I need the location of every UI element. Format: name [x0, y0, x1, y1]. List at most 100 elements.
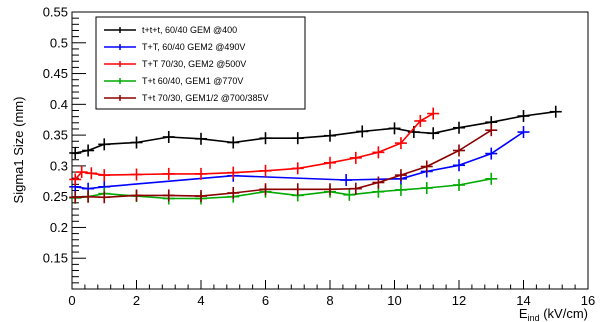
- legend-label-series-1: t+t+t, 60/40 GEM @400: [142, 25, 237, 35]
- data-point: [98, 191, 111, 204]
- x-tick-label: 10: [387, 293, 401, 308]
- data-point: [291, 132, 304, 145]
- legend-entry: t+t+t, 60/40 GEM @400: [104, 25, 237, 35]
- data-point: [453, 178, 465, 191]
- legend: t+t+t, 60/40 GEM @400 T+T, 60/40 GEM2 @4…: [95, 16, 306, 110]
- data-point: [162, 130, 175, 143]
- data-point: [485, 147, 498, 160]
- legend-entry: T+T, 60/40 GEM2 @490V: [104, 42, 245, 52]
- data-point: [291, 162, 304, 175]
- data-point: [162, 167, 175, 180]
- x-tick-label: 4: [197, 293, 204, 308]
- series-line: [74, 112, 434, 180]
- x-tick-label: 12: [452, 293, 466, 308]
- data-point: [356, 125, 369, 138]
- data-point: [195, 190, 207, 203]
- legend-label-series-5: T+t 70/30, GEM1/2 @700/385V: [142, 93, 268, 103]
- y-tick-label: 0.35: [43, 128, 68, 143]
- data-point: [394, 169, 407, 182]
- data-point: [485, 172, 498, 185]
- data-point: [85, 167, 98, 180]
- x-tick-label: 0: [68, 293, 75, 308]
- y-tick-label: 0.5: [50, 35, 68, 50]
- data-point: [420, 160, 433, 173]
- x-tick-label: 16: [581, 293, 595, 308]
- y-tick-label: 0.2: [50, 220, 68, 235]
- series-layer: [69, 105, 562, 205]
- data-point: [75, 166, 88, 179]
- data-point: [453, 159, 465, 172]
- legend-label-series-3: T+T 70/30, GEM2 @500V: [142, 59, 246, 69]
- data-point: [227, 186, 240, 199]
- legend-label-series-4: T+t 60/40, GEM1 @770V: [142, 76, 243, 86]
- y-tick-label: 0.3: [50, 158, 68, 173]
- series-5: [69, 124, 498, 204]
- data-point: [69, 173, 82, 186]
- data-point: [227, 136, 240, 149]
- data-point: [162, 189, 175, 202]
- data-point: [98, 138, 111, 151]
- data-point: [227, 166, 240, 179]
- data-point: [427, 107, 440, 120]
- series-3: [69, 107, 440, 186]
- data-point: [195, 167, 207, 180]
- legend-entry: T+t 60/40, GEM1 @770V: [104, 76, 243, 86]
- data-point: [82, 144, 95, 157]
- data-point: [130, 189, 143, 202]
- data-point: [549, 105, 562, 118]
- x-axis: 0 2 4 6 8 10 12 14 16: [68, 280, 595, 308]
- data-point: [69, 146, 82, 159]
- data-point: [259, 132, 272, 145]
- y-tick-label: 0.45: [43, 66, 68, 81]
- series-line: [75, 178, 492, 200]
- data-point: [291, 183, 304, 196]
- series-line: [75, 131, 524, 190]
- data-point: [343, 188, 356, 201]
- data-point: [427, 127, 440, 140]
- x-tick-label: 14: [516, 293, 530, 308]
- data-point: [82, 190, 95, 203]
- legend-entry: T+t 70/30, GEM1/2 @700/385V: [104, 93, 268, 103]
- data-point: [372, 176, 385, 189]
- x-axis-title-unit: (kV/cm): [540, 306, 588, 321]
- y-tick-label: 0.55: [43, 5, 68, 20]
- y-axis-title: Sigma1 Size (mm): [11, 97, 26, 204]
- series-1: [69, 105, 562, 159]
- legend-entry: T+T 70/30, GEM2 @500V: [104, 59, 246, 69]
- data-point: [420, 182, 433, 195]
- data-point: [372, 146, 385, 159]
- data-point: [517, 126, 530, 139]
- data-point: [195, 132, 207, 145]
- series-line: [75, 110, 556, 154]
- data-point: [453, 144, 465, 157]
- data-point: [394, 137, 407, 150]
- data-point: [130, 168, 143, 181]
- data-point: [324, 183, 336, 196]
- x-axis-title-subscript: ind: [528, 313, 540, 322]
- data-point: [259, 164, 272, 177]
- data-point: [394, 183, 407, 196]
- data-point: [340, 174, 353, 187]
- x-tick-label: 2: [133, 293, 140, 308]
- legend-label-series-2: T+T, 60/40 GEM2 @490V: [142, 42, 245, 52]
- x-axis-title: Eind (kV/cm): [519, 306, 588, 322]
- data-point: [130, 136, 143, 149]
- legend-box: [95, 16, 306, 110]
- y-tick-label: 0.4: [50, 97, 68, 112]
- y-tick-label: 0.15: [43, 251, 68, 266]
- data-point: [485, 124, 498, 137]
- x-tick-label: 8: [326, 293, 333, 308]
- series-line: [75, 129, 492, 199]
- data-point: [98, 169, 111, 182]
- data-point: [349, 182, 362, 195]
- data-point: [453, 121, 465, 134]
- data-point: [517, 110, 530, 123]
- x-tick-label: 6: [262, 293, 269, 308]
- y-axis: 0.15 0.2 0.25 0.3 0.35 0.4 0.45 0.5 0.55: [43, 5, 86, 290]
- data-point: [259, 183, 272, 196]
- y-tick-label: 0.25: [43, 189, 68, 204]
- data-point: [324, 129, 336, 142]
- x-axis-title-main: E: [519, 306, 528, 321]
- data-point: [388, 122, 401, 135]
